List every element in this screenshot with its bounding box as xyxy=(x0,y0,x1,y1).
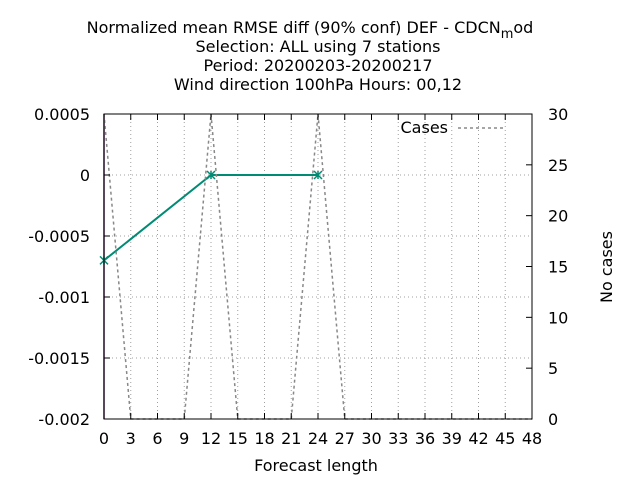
y-tick-label: -0.0015 xyxy=(28,349,90,368)
x-tick-label: 9 xyxy=(179,429,189,448)
x-axis-label: Forecast length xyxy=(254,456,378,475)
x-tick-label: 30 xyxy=(361,429,381,448)
x-tick-label: 15 xyxy=(228,429,248,448)
y-tick-label: 0.0005 xyxy=(34,105,90,124)
y2-tick-label: 0 xyxy=(548,410,558,429)
x-tick-label: 3 xyxy=(126,429,136,448)
x-tick-label: 42 xyxy=(468,429,488,448)
y-tick-label: -0.001 xyxy=(38,288,90,307)
title-suffix: od xyxy=(513,18,533,37)
x-tick-label: 39 xyxy=(442,429,462,448)
y2-tick-label: 15 xyxy=(548,258,568,277)
rmse-diff-line xyxy=(103,174,318,262)
x-tick-label: 36 xyxy=(415,429,435,448)
x-tick-label: 24 xyxy=(308,429,328,448)
x-tick-label: 18 xyxy=(254,429,274,448)
y2-tick-label: 30 xyxy=(548,105,568,124)
y-tick-label: 0 xyxy=(80,166,90,185)
y2-axis-label: No cases xyxy=(597,231,616,303)
series-layer xyxy=(99,113,532,420)
x-tick-label: 27 xyxy=(335,429,355,448)
x-tick-label: 45 xyxy=(495,429,515,448)
y-tick-label: -0.0005 xyxy=(28,227,90,246)
chart-title: Normalized mean RMSE diff (90% conf) DEF… xyxy=(87,18,534,94)
legend: Cases xyxy=(401,118,506,137)
x-tick-label: 0 xyxy=(99,429,109,448)
x-tick-label: 21 xyxy=(281,429,301,448)
x-tick-label: 33 xyxy=(388,429,408,448)
x-tick-label: 6 xyxy=(152,429,162,448)
data-point-marker xyxy=(313,170,323,180)
title-line-1: Normalized mean RMSE diff (90% conf) DEF… xyxy=(87,18,534,42)
x-tick-label: 12 xyxy=(201,429,221,448)
y-tick-label: -0.002 xyxy=(38,410,90,429)
title-line-2: Selection: ALL using 7 stations xyxy=(195,37,440,56)
x-tick-label: 48 xyxy=(522,429,542,448)
title-line-4: Wind direction 100hPa Hours: 00,12 xyxy=(174,75,462,94)
title-line-3: Period: 20200203-20200217 xyxy=(203,56,432,75)
y2-tick-label: 10 xyxy=(548,308,568,327)
data-point-marker xyxy=(206,170,216,180)
title-subscript: m xyxy=(501,27,514,42)
y2-tick-label: 25 xyxy=(548,156,568,175)
grid xyxy=(103,113,533,420)
legend-label-cases: Cases xyxy=(401,118,449,137)
y2-tick-label: 20 xyxy=(548,207,568,226)
y2-tick-label: 5 xyxy=(548,359,558,378)
ticks: 0 3 6 9 12 15 18 21 24 27 30 33 36 39 42 45 480.00050-0.… xyxy=(28,105,568,448)
